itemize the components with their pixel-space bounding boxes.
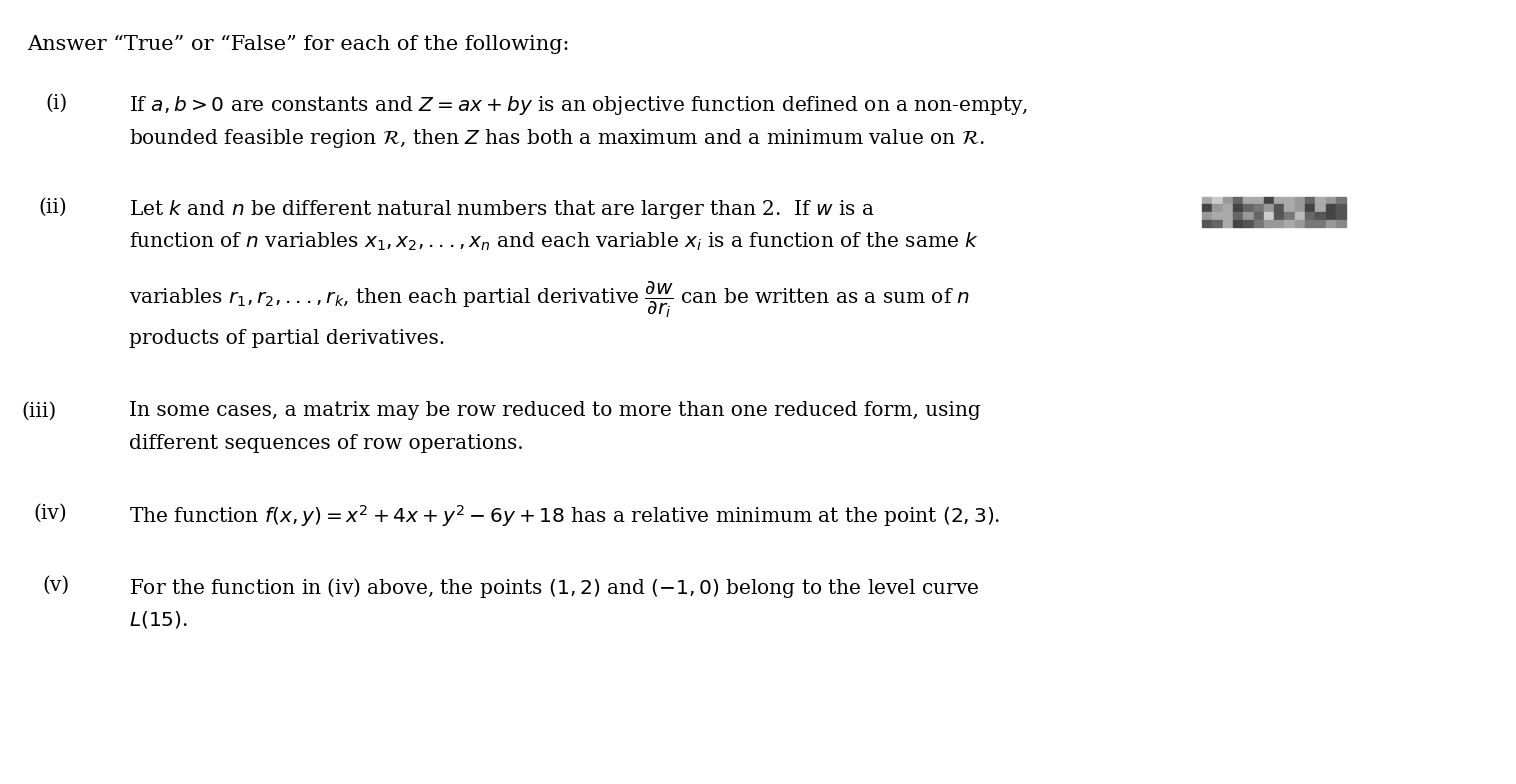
Bar — [1325, 197, 1336, 204]
Text: function of $n$ variables $x_1, x_2, ..., x_n$ and each variable $x_i$ is a func: function of $n$ variables $x_1, x_2, ...… — [129, 230, 979, 252]
Text: Answer “True” or “False” for each of the following:: Answer “True” or “False” for each of the… — [27, 35, 570, 54]
Bar — [1273, 212, 1284, 220]
Bar — [1336, 197, 1346, 204]
Bar — [1273, 197, 1284, 204]
Bar — [1284, 212, 1295, 220]
Text: (i): (i) — [45, 94, 68, 113]
Bar — [1202, 197, 1213, 204]
Bar — [1254, 205, 1264, 212]
Bar — [1273, 220, 1284, 227]
Bar — [1223, 220, 1233, 227]
Bar — [1233, 197, 1243, 204]
Bar — [1223, 197, 1233, 204]
Bar — [1213, 197, 1222, 204]
Text: Let $k$ and $n$ be different natural numbers that are larger than 2.  If $w$ is : Let $k$ and $n$ be different natural num… — [129, 198, 875, 220]
Bar — [1202, 205, 1213, 212]
Text: products of partial derivatives.: products of partial derivatives. — [129, 329, 446, 348]
Bar — [1243, 212, 1254, 220]
Bar — [1295, 197, 1305, 204]
Text: (iv): (iv) — [33, 503, 67, 522]
Bar — [1284, 205, 1295, 212]
Bar — [1233, 212, 1243, 220]
Bar — [1295, 212, 1305, 220]
Bar — [1223, 205, 1233, 212]
Text: bounded feasible region $\mathcal{R}$, then $Z$ has both a maximum and a minimum: bounded feasible region $\mathcal{R}$, t… — [129, 127, 984, 150]
Bar — [1213, 212, 1222, 220]
Bar — [1254, 197, 1264, 204]
Bar — [1254, 212, 1264, 220]
Bar — [1233, 220, 1243, 227]
Bar — [1264, 197, 1273, 204]
Text: If $a, b > 0$ are constants and $Z = ax+by$ is an objective function defined on : If $a, b > 0$ are constants and $Z = ax+… — [129, 94, 1028, 117]
Bar — [1284, 197, 1295, 204]
Bar — [1316, 205, 1325, 212]
Text: In some cases, a matrix may be row reduced to more than one reduced form, using: In some cases, a matrix may be row reduc… — [129, 401, 981, 420]
Bar — [1316, 220, 1325, 227]
Bar — [1336, 212, 1346, 220]
Text: (v): (v) — [42, 576, 70, 595]
Bar — [1223, 212, 1233, 220]
Bar — [1336, 220, 1346, 227]
Bar — [1316, 197, 1325, 204]
Text: The function $f(x, y) = x^2+4x+y^2-6y+18$ has a relative minimum at the point $(: The function $f(x, y) = x^2+4x+y^2-6y+18… — [129, 503, 1001, 529]
Bar — [1243, 205, 1254, 212]
Bar — [1202, 212, 1213, 220]
Bar — [1213, 220, 1222, 227]
Bar — [1243, 220, 1254, 227]
Bar — [1305, 205, 1314, 212]
Bar — [1243, 197, 1254, 204]
Text: different sequences of row operations.: different sequences of row operations. — [129, 434, 523, 452]
Bar — [1325, 205, 1336, 212]
Bar — [1316, 212, 1325, 220]
Text: For the function in (iv) above, the points $(1, 2)$ and $(-1, 0)$ belong to the : For the function in (iv) above, the poin… — [129, 576, 979, 601]
Text: $L(15)$.: $L(15)$. — [129, 609, 188, 630]
Bar — [1305, 212, 1314, 220]
Bar — [1273, 205, 1284, 212]
Bar — [1305, 197, 1314, 204]
Bar — [1325, 220, 1336, 227]
Bar — [1264, 220, 1273, 227]
Text: (ii): (ii) — [38, 198, 67, 216]
Bar — [1264, 205, 1273, 212]
Text: (iii): (iii) — [21, 401, 56, 420]
Bar — [1284, 220, 1295, 227]
Text: variables $r_1, r_2, ..., r_k$, then each partial derivative $\dfrac{\partial w}: variables $r_1, r_2, ..., r_k$, then eac… — [129, 280, 970, 321]
Bar — [1264, 212, 1273, 220]
Bar — [1336, 205, 1346, 212]
Bar — [1213, 205, 1222, 212]
Bar — [1295, 220, 1305, 227]
Bar — [1202, 220, 1213, 227]
Bar — [1295, 205, 1305, 212]
Bar — [1325, 212, 1336, 220]
Bar — [1233, 205, 1243, 212]
Bar — [1254, 220, 1264, 227]
Bar — [1305, 220, 1314, 227]
